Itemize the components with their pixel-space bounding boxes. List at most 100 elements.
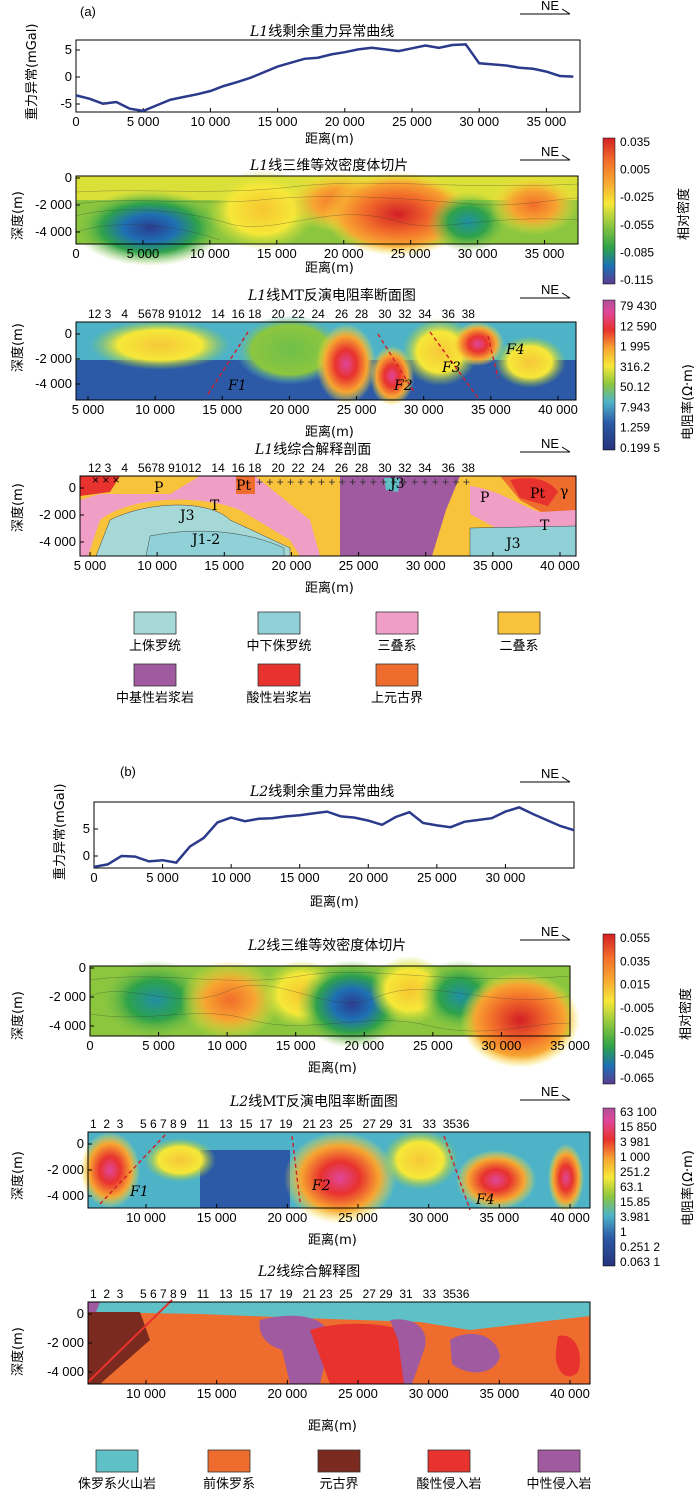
b-interp-x-tick-label: 20 000: [267, 1386, 307, 1401]
b-gravity-y-tick-label: 5: [83, 821, 90, 836]
legend-b-item: 中性侵入岩: [526, 1449, 592, 1492]
a-interp-unit-gamma: γ: [560, 484, 568, 500]
b-gravity-x-tick-label: 25 000: [417, 870, 457, 885]
a-density-x-tick-label: 25 000: [391, 246, 431, 261]
ne-arrow-icon: NE: [520, 436, 571, 453]
b-interp-x-tick-label: 35 000: [479, 1386, 519, 1401]
a-mt-cbar-tick-label: 316.2: [620, 360, 650, 374]
b-gravity-x-tick-label: 5 000: [146, 870, 179, 885]
b-gravity-x-tick-label: 10 000: [211, 870, 251, 885]
b-mt-x-tick-label: 20 000: [267, 1210, 307, 1225]
a-mt-cbar-tick-label: 50.12: [620, 380, 650, 394]
a-mt-fault-f3: F3: [441, 360, 461, 376]
svg-text:NE: NE: [541, 924, 559, 939]
svg-text:NE: NE: [541, 436, 559, 451]
a-density-x-tick-label: 5 000: [127, 246, 160, 261]
b-gravity-ylabel: 重力异常(mGal): [52, 784, 68, 880]
b-density-cbar-tick-label: 0.035: [620, 954, 650, 968]
legend-b-item: 前侏罗系: [203, 1449, 255, 1492]
b-interp-y-tick-label: -2 000: [47, 1335, 84, 1350]
legend-a-swatch: [375, 663, 419, 687]
a-interp-unit-j3: J3: [178, 508, 195, 524]
b-density-y-tick-label: -4 000: [49, 1018, 86, 1033]
b-interp-ylabel: 深度(m): [10, 1327, 26, 1376]
a-density-colorbar: [602, 137, 616, 285]
a-density-x-tick-label: 30 000: [458, 246, 498, 261]
b-density-y-tick-label: -2 000: [49, 989, 86, 1004]
b-density-x-tick-label: 30 000: [482, 1038, 522, 1053]
legend-b-label: 前侏罗系: [203, 1476, 255, 1492]
a-mt-y-tick-label: -4 000: [35, 376, 72, 391]
a-gravity-x-tick-label: 5 000: [127, 114, 160, 129]
a-interp-chart: NE L1线综合解释剖面 12 3 4 5678 91012 14 16 18 …: [10, 436, 580, 596]
b-mt-ylabel: 深度(m): [10, 1151, 26, 1200]
a-mt-cbar-tick-label: 0.199 5: [620, 441, 660, 455]
ne-arrow-icon: NE: [520, 144, 571, 161]
b-interp-y-tick-label: -4 000: [47, 1364, 84, 1379]
a-mt-cbar-label: 电阻率(Ω·m): [680, 364, 696, 440]
b-mt-cbar-tick-label: 63 100: [620, 1105, 657, 1119]
a-gravity-x-tick-label: 30 000: [459, 114, 499, 129]
a-mt-x-tick-label: 30 000: [404, 402, 444, 417]
legend-b-swatch: [537, 1449, 581, 1473]
a-gravity-y-tick-label: 5: [65, 42, 72, 57]
b-mt-cbar-tick-label: 15.85: [620, 1195, 650, 1209]
b-mt-cbar-tick-label: 1: [620, 1225, 627, 1239]
legend-b-item: 元古界: [317, 1449, 361, 1492]
legend-b-swatch: [317, 1449, 361, 1473]
legend-a-item: 上侏罗统: [129, 611, 181, 654]
a-density-cbar-tick-label: -0.055: [620, 218, 654, 232]
b-gravity-x-tick-label: 15 000: [280, 870, 320, 885]
b-density-cbar-tick-label: -0.005: [620, 1001, 654, 1015]
b-gravity-xlabel: 距离(m): [310, 894, 359, 910]
a-interp-unit-t2: T: [540, 518, 550, 534]
legend-a-label: 三叠系: [377, 639, 416, 654]
legend-b-swatch: [95, 1449, 139, 1473]
a-density-y-tick-label: 0: [65, 170, 72, 185]
legend-a-swatch: [133, 611, 177, 635]
b-density-xlabel: 距离(m): [308, 1060, 357, 1076]
b-mt-x-tick-label: 25 000: [338, 1210, 378, 1225]
a-density-x-tick-label: 0: [72, 246, 79, 261]
b-density-chart: NE L2线三维等效密度体切片 0 -2 000 -4 000 0 5 000 10 0…: [10, 924, 694, 1085]
b-mt-y-tick-label: 0: [77, 1136, 84, 1151]
a-density-cbar-tick-label: 0.005: [620, 163, 650, 177]
ne-arrow-icon: NE: [520, 766, 571, 783]
a-gravity-x-tick-label: 15 000: [258, 114, 298, 129]
legend-b-label: 元古界: [319, 1477, 358, 1492]
b-interp-x-tick-label: 40 000: [550, 1386, 590, 1401]
b-interp-stations: 1 2 3 5 6 7 8 9 11 13 15 17 19 21 23 25 …: [90, 1287, 470, 1301]
b-density-y-tick-label: 0: [79, 960, 86, 975]
a-density-cbar-tick-label: -0.025: [620, 190, 654, 204]
b-density-x-tick-label: 5 000: [142, 1038, 175, 1053]
a-mt-x-tick-label: 15 000: [202, 402, 242, 417]
a-density-title: L1线三维等效密度体切片: [249, 157, 408, 174]
b-gravity-y-tick-label: 0: [83, 848, 90, 863]
b-mt-fault-f2: F2: [311, 1178, 331, 1194]
a-interp-x-tick-label: 35 000: [473, 558, 513, 573]
b-density-cbar-tick-label: 0.055: [620, 931, 650, 945]
b-mt-cbar-tick-label: 0.251 2: [620, 1240, 660, 1254]
legend-a-label: 酸性岩浆岩: [246, 691, 311, 706]
b-density-ylabel: 深度(m): [10, 991, 26, 1040]
legend-b-label: 酸性侵入岩: [416, 1476, 481, 1492]
a-mt-fault-f4: F4: [505, 342, 525, 358]
a-mt-x-tick-label: 40 000: [538, 402, 578, 417]
a-mt-x-tick-label: 10 000: [135, 402, 175, 417]
ne-arrow-icon: NE: [520, 1084, 571, 1101]
legend-a-swatch: [133, 663, 177, 687]
b-density-cbar-tick-label: -0.065: [620, 1071, 654, 1085]
b-mt-cbar-tick-label: 251.2: [620, 1165, 650, 1179]
a-interp-ylabel: 深度(m): [10, 483, 26, 532]
a-mt-xlabel: 距离(m): [305, 424, 354, 440]
a-interp-unit-pt2: Pt: [530, 486, 545, 502]
a-mt-cbar-tick-label: 7.943: [620, 400, 650, 414]
b-density-cbar-tick-label: -0.025: [620, 1024, 654, 1038]
ne-arrow-icon: NE: [520, 0, 571, 15]
a-mt-cbar-tick-label: 12 590: [620, 319, 657, 333]
svg-text:NE: NE: [541, 282, 559, 297]
b-interp-chart: L2线综合解释图 1 2 3 5 6 7 8 9 11 13 15 17 19 …: [10, 1264, 591, 1434]
a-interp-title: L1线综合解释剖面: [254, 442, 371, 458]
b-mt-fault-f4: F4: [475, 1192, 495, 1208]
ne-arrow-icon: NE: [520, 282, 571, 299]
